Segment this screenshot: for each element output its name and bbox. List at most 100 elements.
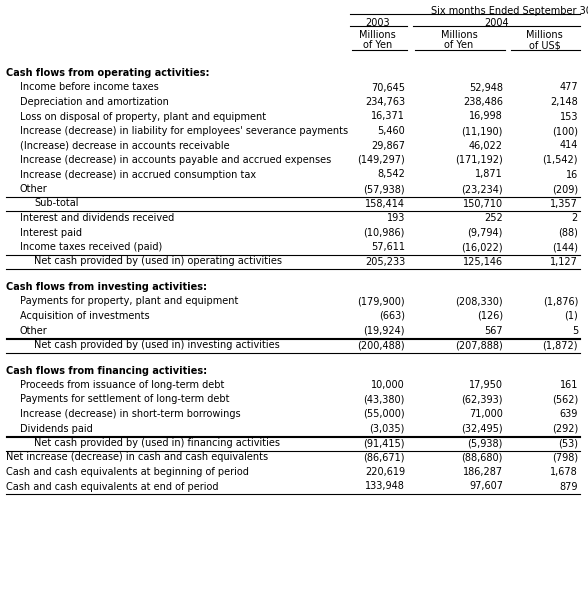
Text: (86,671): (86,671): [363, 452, 405, 463]
Text: (11,190): (11,190): [462, 126, 503, 136]
Text: 414: 414: [560, 140, 578, 151]
Text: 158,414: 158,414: [365, 198, 405, 208]
Text: 52,948: 52,948: [469, 83, 503, 92]
Text: Net cash provided by (used in) financing activities: Net cash provided by (used in) financing…: [34, 438, 280, 448]
Text: (88): (88): [558, 228, 578, 237]
Text: Millions: Millions: [359, 30, 396, 40]
Text: (32,495): (32,495): [462, 424, 503, 433]
Text: 161: 161: [560, 380, 578, 390]
Text: 1,357: 1,357: [550, 198, 578, 208]
Text: (200,488): (200,488): [358, 340, 405, 350]
Text: 16: 16: [566, 169, 578, 180]
Text: (1,542): (1,542): [543, 155, 578, 165]
Text: 70,645: 70,645: [371, 83, 405, 92]
Text: (9,794): (9,794): [467, 228, 503, 237]
Text: Millions: Millions: [440, 30, 477, 40]
Text: Payments for property, plant and equipment: Payments for property, plant and equipme…: [20, 296, 238, 307]
Text: (19,924): (19,924): [363, 325, 405, 336]
Text: Interest and dividends received: Interest and dividends received: [20, 213, 174, 223]
Text: 1,127: 1,127: [550, 257, 578, 266]
Text: 477: 477: [559, 83, 578, 92]
Text: 2,148: 2,148: [550, 97, 578, 107]
Text: (1,872): (1,872): [543, 340, 578, 350]
Text: of Yen: of Yen: [363, 40, 392, 50]
Text: 133,948: 133,948: [365, 481, 405, 492]
Text: Net cash provided by (used in) investing activities: Net cash provided by (used in) investing…: [34, 340, 280, 350]
Text: Other: Other: [20, 184, 48, 194]
Text: 5: 5: [572, 325, 578, 336]
Text: Increase (decrease) in accounts payable and accrued expenses: Increase (decrease) in accounts payable …: [20, 155, 331, 165]
Text: (57,938): (57,938): [363, 184, 405, 194]
Text: Cash and cash equivalents at end of period: Cash and cash equivalents at end of peri…: [6, 481, 219, 492]
Text: (179,900): (179,900): [358, 296, 405, 307]
Text: Acquisition of investments: Acquisition of investments: [20, 311, 149, 321]
Text: (292): (292): [552, 424, 578, 433]
Text: (663): (663): [379, 311, 405, 321]
Text: (Increase) decrease in accounts receivable: (Increase) decrease in accounts receivab…: [20, 140, 230, 151]
Text: 29,867: 29,867: [371, 140, 405, 151]
Text: Payments for settlement of long-term debt: Payments for settlement of long-term deb…: [20, 395, 229, 404]
Text: 2: 2: [572, 213, 578, 223]
Text: Net cash provided by (used in) operating activities: Net cash provided by (used in) operating…: [34, 257, 282, 266]
Text: Interest paid: Interest paid: [20, 228, 82, 237]
Text: 97,607: 97,607: [469, 481, 503, 492]
Text: (55,000): (55,000): [363, 409, 405, 419]
Text: of US$: of US$: [529, 40, 560, 50]
Text: (149,297): (149,297): [358, 155, 405, 165]
Text: (91,415): (91,415): [363, 438, 405, 448]
Text: (208,330): (208,330): [455, 296, 503, 307]
Text: 150,710: 150,710: [463, 198, 503, 208]
Text: Dividends paid: Dividends paid: [20, 424, 93, 433]
Text: (144): (144): [552, 242, 578, 252]
Text: (5,938): (5,938): [467, 438, 503, 448]
Text: Cash and cash equivalents at beginning of period: Cash and cash equivalents at beginning o…: [6, 467, 249, 477]
Text: Increase (decrease) in accrued consumption tax: Increase (decrease) in accrued consumpti…: [20, 169, 256, 180]
Text: 153: 153: [560, 112, 578, 121]
Text: (10,986): (10,986): [363, 228, 405, 237]
Text: 193: 193: [387, 213, 405, 223]
Text: (100): (100): [552, 126, 578, 136]
Text: Six months Ended September 30: Six months Ended September 30: [431, 6, 588, 16]
Text: 238,486: 238,486: [463, 97, 503, 107]
Text: (16,022): (16,022): [462, 242, 503, 252]
Text: 16,371: 16,371: [371, 112, 405, 121]
Text: (23,234): (23,234): [462, 184, 503, 194]
Text: Increase (decrease) in short-term borrowings: Increase (decrease) in short-term borrow…: [20, 409, 240, 419]
Text: Depreciation and amortization: Depreciation and amortization: [20, 97, 169, 107]
Text: Loss on disposal of property, plant and equipment: Loss on disposal of property, plant and …: [20, 112, 266, 121]
Text: (207,888): (207,888): [455, 340, 503, 350]
Text: 186,287: 186,287: [463, 467, 503, 477]
Text: (209): (209): [552, 184, 578, 194]
Text: Increase (decrease) in liability for employees' severance payments: Increase (decrease) in liability for emp…: [20, 126, 348, 136]
Text: Net increase (decrease) in cash and cash equivalents: Net increase (decrease) in cash and cash…: [6, 452, 268, 463]
Text: 17,950: 17,950: [469, 380, 503, 390]
Text: 1,678: 1,678: [550, 467, 578, 477]
Text: (562): (562): [552, 395, 578, 404]
Text: Income before income taxes: Income before income taxes: [20, 83, 159, 92]
Text: Cash flows from investing activities:: Cash flows from investing activities:: [6, 282, 207, 292]
Text: (3,035): (3,035): [370, 424, 405, 433]
Text: 5,460: 5,460: [377, 126, 405, 136]
Text: 234,763: 234,763: [365, 97, 405, 107]
Text: 1,871: 1,871: [475, 169, 503, 180]
Text: Cash flows from financing activities:: Cash flows from financing activities:: [6, 365, 207, 376]
Text: (62,393): (62,393): [462, 395, 503, 404]
Text: 16,998: 16,998: [469, 112, 503, 121]
Text: of Yen: of Yen: [445, 40, 473, 50]
Text: (88,680): (88,680): [462, 452, 503, 463]
Text: 2003: 2003: [365, 18, 390, 28]
Text: (798): (798): [552, 452, 578, 463]
Text: (126): (126): [477, 311, 503, 321]
Text: Income taxes received (paid): Income taxes received (paid): [20, 242, 162, 252]
Text: (1,876): (1,876): [543, 296, 578, 307]
Text: Other: Other: [20, 325, 48, 336]
Text: 639: 639: [560, 409, 578, 419]
Text: 205,233: 205,233: [365, 257, 405, 266]
Text: 8,542: 8,542: [377, 169, 405, 180]
Text: 879: 879: [560, 481, 578, 492]
Text: 71,000: 71,000: [469, 409, 503, 419]
Text: 125,146: 125,146: [463, 257, 503, 266]
Text: Proceeds from issuance of long-term debt: Proceeds from issuance of long-term debt: [20, 380, 225, 390]
Text: 57,611: 57,611: [371, 242, 405, 252]
Text: (53): (53): [558, 438, 578, 448]
